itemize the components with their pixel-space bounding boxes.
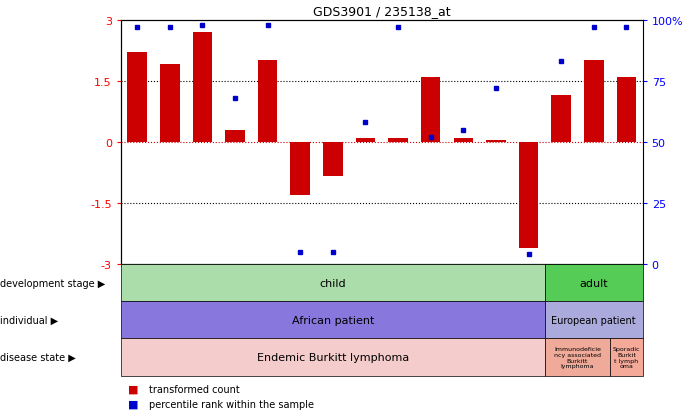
Bar [584,61,603,142]
Bar [388,138,408,142]
Text: Endemic Burkitt lymphoma: Endemic Burkitt lymphoma [257,352,409,362]
Bar [421,78,440,142]
Bar [193,33,212,142]
Bar [545,301,643,339]
Text: ■: ■ [128,399,138,409]
Text: child: child [319,278,346,288]
Bar [323,142,343,177]
Bar [258,61,278,142]
Bar [453,138,473,142]
Bar [545,264,643,301]
Title: GDS3901 / 235138_at: GDS3901 / 235138_at [313,5,451,18]
Text: percentile rank within the sample: percentile rank within the sample [149,399,314,409]
Bar [121,301,545,339]
Bar [616,78,636,142]
Bar [356,138,375,142]
Bar [121,264,545,301]
Text: ■: ■ [128,384,138,394]
Text: development stage ▶: development stage ▶ [0,278,105,288]
Bar [121,339,545,376]
Bar [225,131,245,142]
Bar [610,339,643,376]
Bar [127,53,147,142]
Bar [290,142,310,195]
Text: disease state ▶: disease state ▶ [0,352,76,362]
Text: African patient: African patient [292,315,374,325]
Text: adult: adult [580,278,608,288]
Bar [545,339,610,376]
Bar [486,140,506,142]
Text: Sporadic
Burkit
t lymph
oma: Sporadic Burkit t lymph oma [613,346,640,368]
Text: transformed count: transformed count [149,384,239,394]
Text: individual ▶: individual ▶ [0,315,58,325]
Bar [160,65,180,142]
Bar [519,142,538,248]
Text: European patient: European patient [551,315,636,325]
Text: Immunodeficie
ncy associated
Burkitt
lymphoma: Immunodeficie ncy associated Burkitt lym… [554,346,601,368]
Bar [551,96,571,142]
